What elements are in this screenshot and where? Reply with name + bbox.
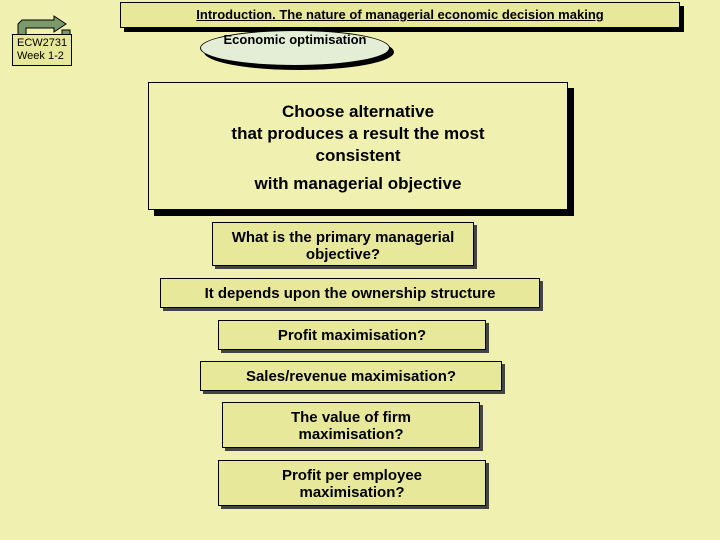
- option-profit: Profit maximisation?: [218, 320, 486, 350]
- main-statement: Choose alternative that produces a resul…: [148, 82, 568, 210]
- answer-depends: It depends upon the ownership structure: [160, 278, 540, 308]
- option-profit-per-employee: Profit per employee maximisation?: [218, 460, 486, 506]
- main-l1: Choose alternative: [282, 102, 434, 121]
- course-box: ECW2731 Week 1-2: [12, 34, 72, 66]
- econ-oval: Economic optimisation: [200, 30, 390, 66]
- main-l3: consistent: [315, 146, 400, 165]
- course-week: Week 1-2: [17, 50, 64, 62]
- question-primary: What is the primary managerial objective…: [212, 222, 474, 266]
- main-l4: with managerial objective: [255, 173, 462, 195]
- title-bar: Introduction. The nature of managerial e…: [120, 2, 680, 28]
- course-code: ECW2731: [17, 37, 67, 49]
- option-firm-value: The value of firm maximisation?: [222, 402, 480, 448]
- option-sales: Sales/revenue maximisation?: [200, 361, 502, 391]
- main-l2: that produces a result the most: [231, 124, 484, 143]
